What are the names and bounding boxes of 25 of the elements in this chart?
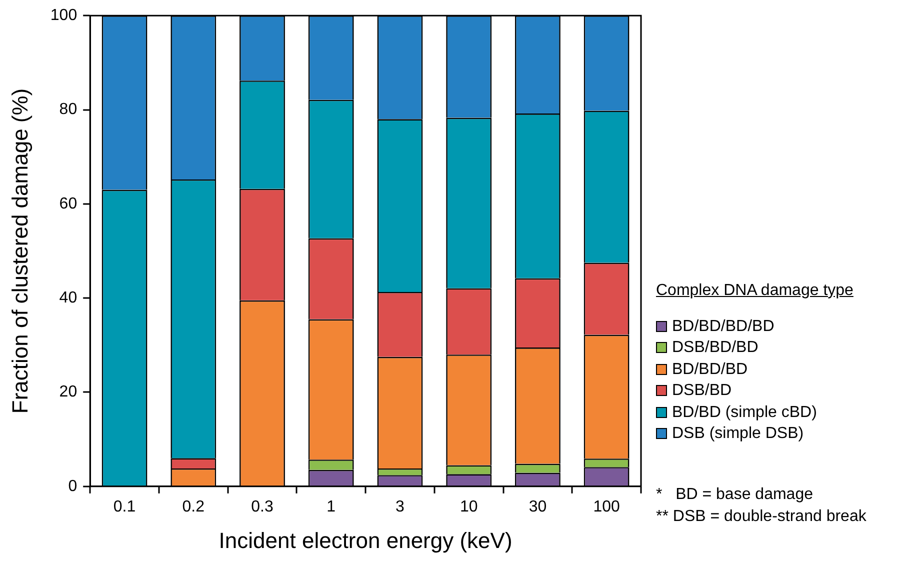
- x-tick-label: 1: [326, 498, 336, 516]
- text: ** DSB = double-strand break: [656, 507, 866, 527]
- y-tick-label: 40: [59, 289, 78, 306]
- legend-label: BD/BD/BD: [672, 360, 748, 380]
- legend-label: DSB/BD: [672, 381, 732, 401]
- y-tick-label: 80: [59, 101, 78, 118]
- x-tick-label: 10: [460, 498, 478, 516]
- x-tick-label: 30: [528, 498, 547, 516]
- x-tick-label: 100: [593, 498, 620, 516]
- x-tick-label: 0.2: [182, 498, 205, 516]
- x-axis-title: Incident electron energy (keV): [218, 528, 512, 553]
- legend-label: BD/BD/BD/BD: [672, 316, 774, 336]
- x-tick-label: 0.3: [251, 498, 274, 516]
- text: * BD = base damage: [656, 485, 814, 505]
- x-tick-label: 3: [396, 498, 405, 516]
- legend-title: Complex DNA damage type: [656, 281, 854, 301]
- legend-label: DSB/BD/BD: [672, 338, 758, 358]
- x-tick-label: 0.1: [113, 498, 136, 516]
- y-tick-label: 100: [50, 7, 78, 24]
- y-tick-label: 20: [59, 384, 78, 401]
- y-tick-label: 60: [59, 195, 78, 212]
- legend-label: BD/BD (simple cBD): [672, 402, 817, 422]
- y-tick-label: 0: [68, 478, 78, 495]
- y-axis-title: Fraction of clustered damage (%): [7, 88, 32, 414]
- legend-label: DSB (simple DSB): [672, 424, 804, 444]
